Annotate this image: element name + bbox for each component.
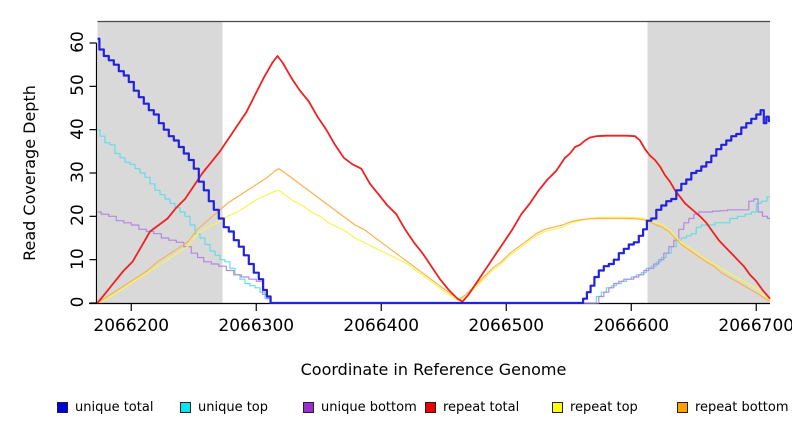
series-line-repeat-total — [96, 55, 771, 304]
y-axis-title: Read Coverage Depth — [20, 85, 39, 261]
x-tick-label: 2066300 — [218, 316, 295, 336]
x-axis-title: Coordinate in Reference Genome — [300, 360, 567, 379]
x-tick-label: 2066600 — [593, 316, 670, 336]
y-tick-label: 60 — [68, 31, 88, 53]
x-tick-label: 2066700 — [718, 316, 792, 336]
series-line-repeat-top — [97, 189, 771, 304]
series-line-unique-top — [97, 129, 770, 304]
x-tick-label: 2066400 — [343, 316, 420, 336]
series-line-unique-total — [97, 37, 770, 304]
series-line-unique-bottom — [97, 198, 770, 304]
x-tick-label: 2066200 — [93, 316, 170, 336]
x-tick-label: 2066500 — [468, 316, 545, 336]
